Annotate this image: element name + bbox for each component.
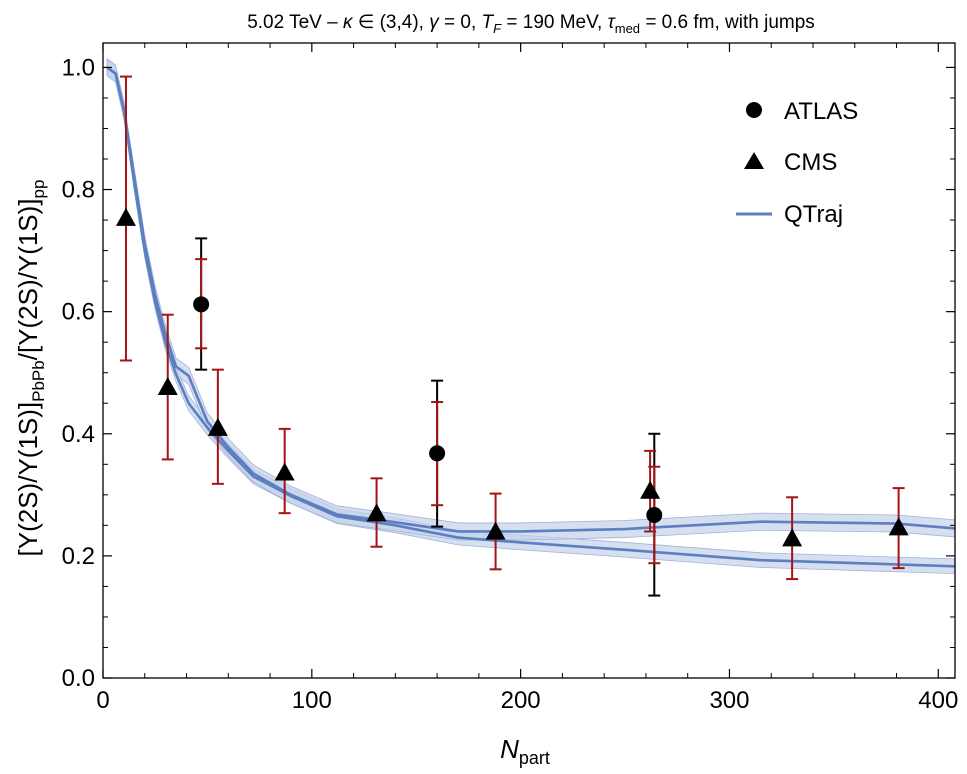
y-tick-label: 0.8	[62, 177, 95, 204]
y-label-sub1: PbPb	[29, 360, 48, 402]
atlas-point	[193, 296, 210, 313]
x-tick-label: 300	[709, 687, 749, 714]
atlas-point	[429, 445, 446, 462]
x-axis-label: Npart	[500, 734, 550, 768]
title-dash: –	[327, 12, 338, 33]
y-label-part1: [Υ(2S)/Υ(1S)]	[13, 402, 43, 557]
axis-ticks	[102, 43, 955, 679]
legend: ATLAS CMS QTraj	[736, 98, 858, 228]
y-tick-label: 0.6	[62, 299, 95, 326]
title-tau: τ	[608, 12, 617, 33]
plot-frame	[102, 42, 956, 679]
qtraj-lines	[106, 66, 956, 568]
qtraj-bands	[106, 58, 956, 575]
cms-point	[366, 503, 387, 522]
y-tick-label: 0.4	[62, 421, 95, 448]
x-label-base: N	[500, 734, 519, 764]
y-tick-label: 1.0	[62, 54, 95, 81]
x-tick-label: 200	[501, 687, 541, 714]
chart-title: 5.02 TeV – κ ∈ (3,4), γ = 0, TF = 190 Me…	[247, 12, 815, 38]
y-tick-label: 0.0	[62, 665, 95, 692]
qtraj-upper-band	[106, 58, 956, 541]
title-kappa-range: ∈ (3,4),	[358, 12, 424, 33]
title-tf-sub: F	[493, 21, 502, 36]
cms-point	[157, 376, 178, 395]
cms-point	[274, 462, 295, 481]
title-energy: 5.02 TeV	[247, 12, 322, 33]
legend-cms-label: CMS	[784, 149, 837, 176]
qtraj-lower-line	[106, 66, 956, 568]
x-tick-label: 100	[292, 687, 332, 714]
legend-cms-marker	[744, 152, 764, 169]
x-tick-label: 400	[918, 687, 958, 714]
cms-point	[115, 207, 136, 226]
cms-point	[888, 517, 909, 536]
title-gamma-value: = 0,	[444, 12, 476, 33]
x-tick-label: 0	[96, 687, 109, 714]
cms-point	[207, 417, 228, 436]
cms-point	[485, 521, 506, 540]
cms-point	[782, 528, 803, 547]
data-markers	[115, 207, 909, 547]
title-tau-sub: med	[615, 21, 640, 36]
qtraj-lower-band	[106, 59, 956, 575]
title-tau-value: = 0.6 fm, with jumps	[645, 12, 814, 33]
legend-qtraj-label: QTraj	[784, 201, 843, 228]
qtraj-upper-line	[106, 66, 956, 533]
x-label-sub: part	[519, 748, 550, 768]
title-tf-value: = 190 MeV,	[506, 12, 602, 33]
y-label-sub2: pp	[29, 180, 48, 199]
tick-labels: 0 100 200 300 400 0.0 0.2 0.4 0.6 0.8 1.0	[62, 54, 959, 714]
atlas-point	[646, 506, 663, 523]
y-label-part2: /[Υ(2S)/Υ(1S)]	[13, 198, 43, 360]
title-gamma: γ	[429, 12, 440, 33]
legend-atlas-marker	[746, 102, 762, 118]
title-tf: T	[482, 12, 495, 33]
title-kappa: κ	[343, 12, 354, 33]
cms-point	[640, 480, 661, 499]
y-axis-label: [Υ(2S)/Υ(1S)]PbPb/[Υ(2S)/Υ(1S)]pp	[13, 180, 48, 557]
legend-atlas-label: ATLAS	[784, 98, 858, 125]
y-tick-label: 0.2	[62, 543, 95, 570]
